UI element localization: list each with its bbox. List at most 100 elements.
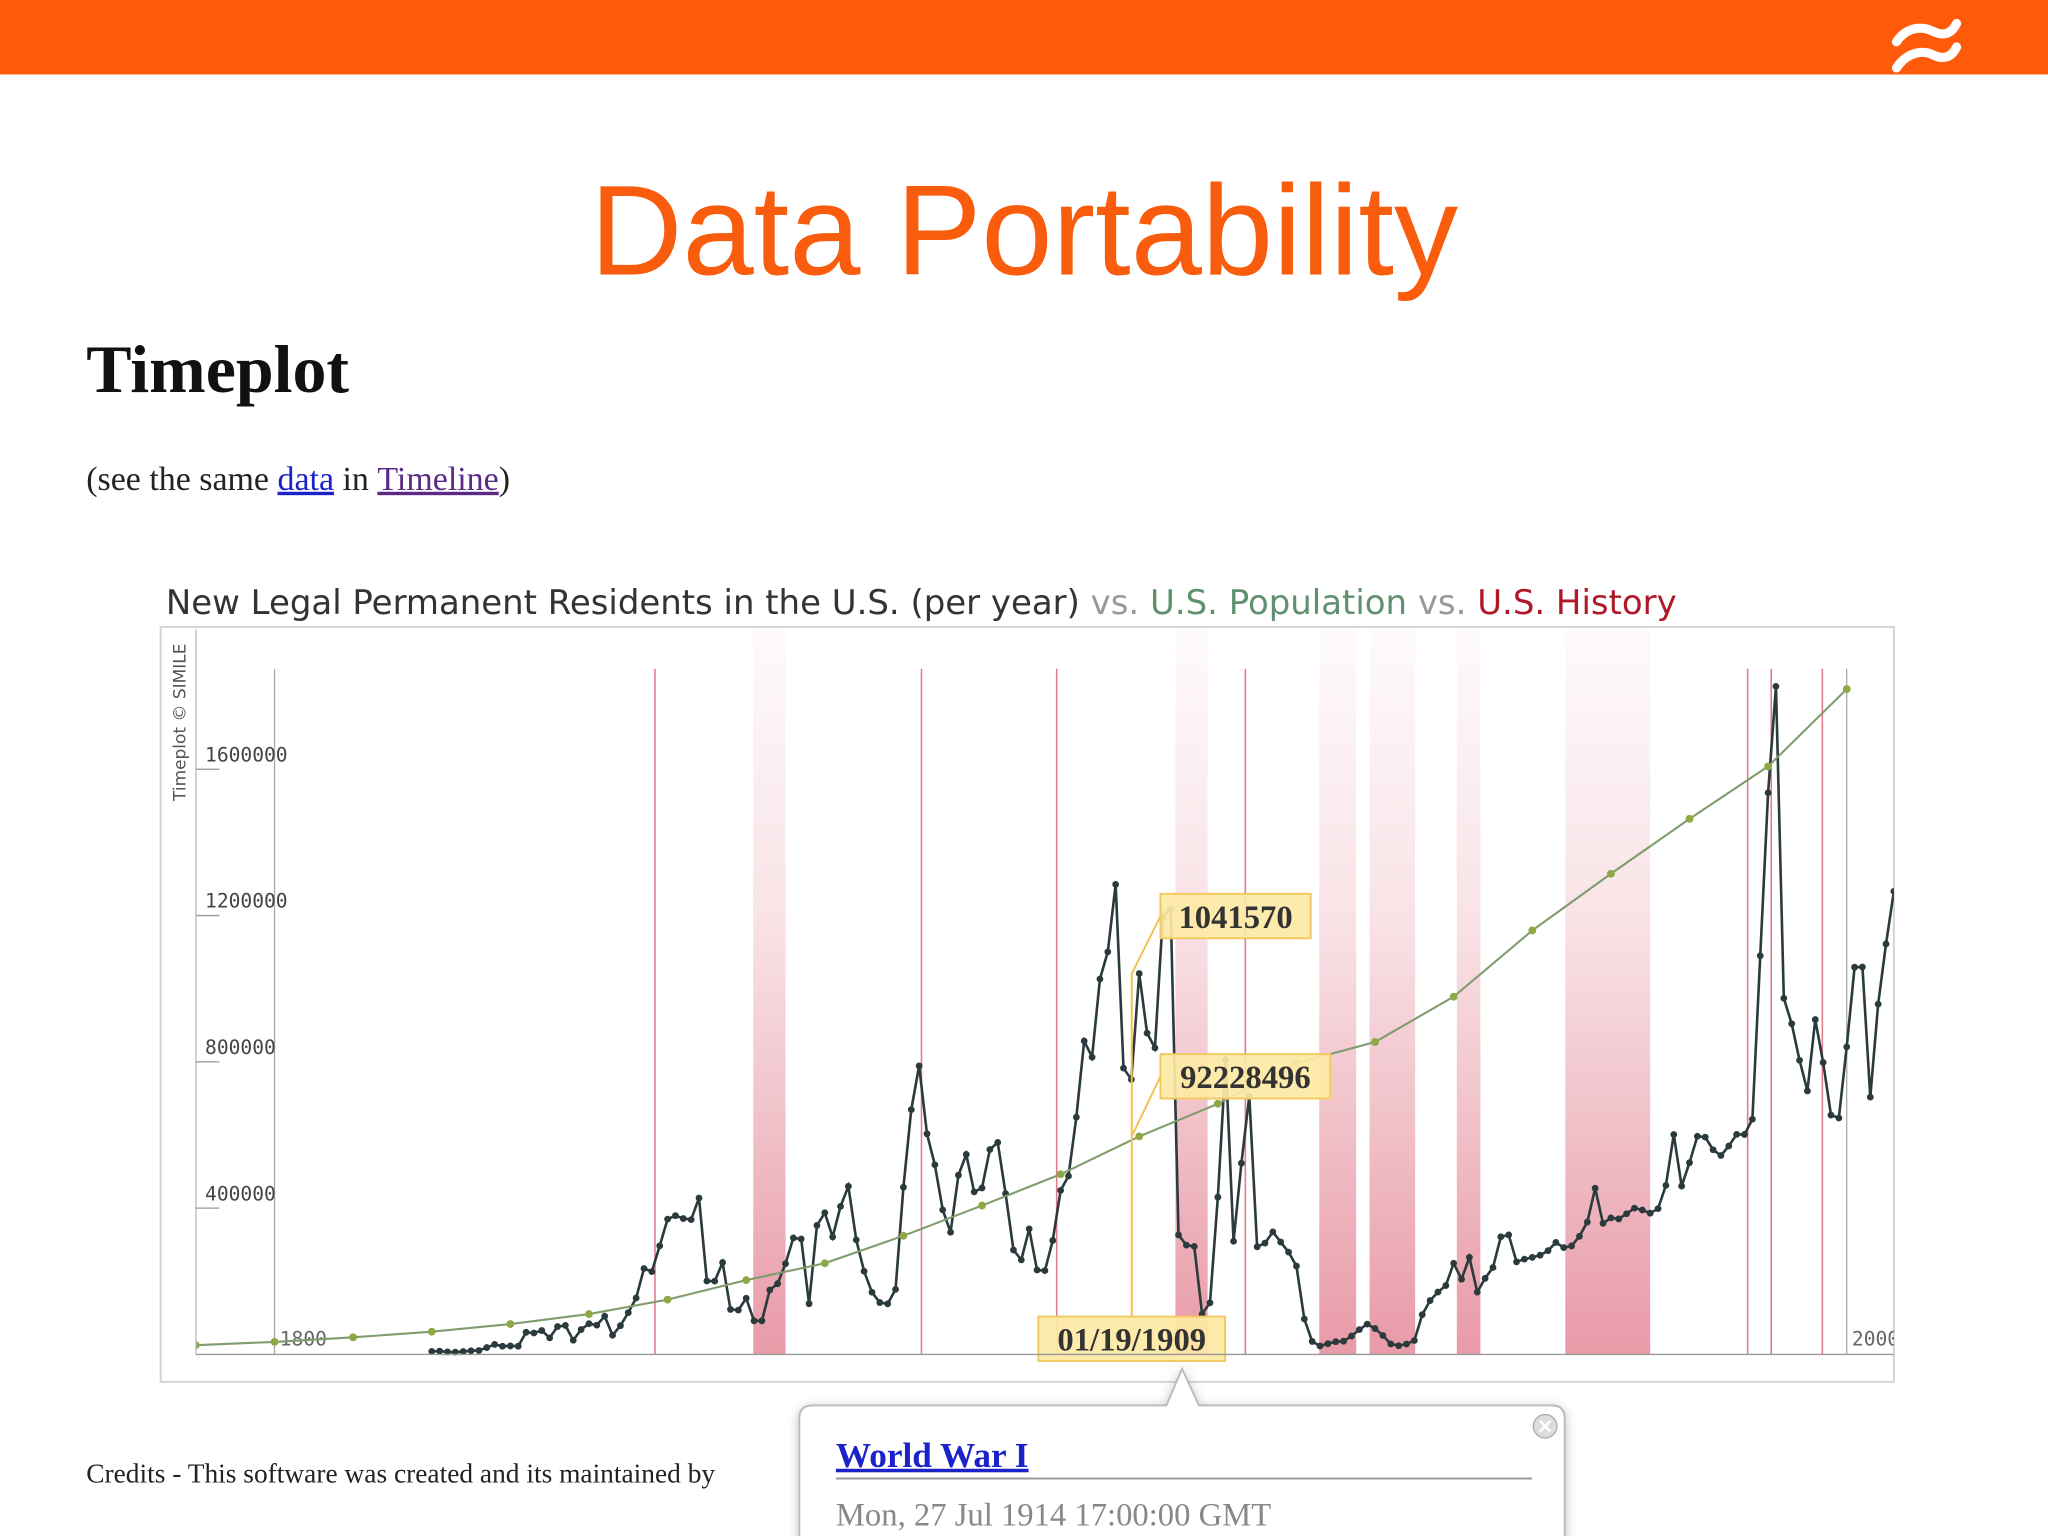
hover-leader xyxy=(1130,1075,1162,1137)
data-point xyxy=(1513,1258,1520,1266)
data-point xyxy=(1088,1053,1096,1061)
data-point xyxy=(884,1300,892,1308)
data-point xyxy=(1096,975,1104,983)
data-point xyxy=(514,1342,522,1350)
data-point xyxy=(483,1344,491,1351)
y-tick-label: 1600000 xyxy=(205,743,288,766)
data-point xyxy=(1465,1253,1473,1261)
data-point xyxy=(1725,1142,1733,1150)
data-point xyxy=(522,1328,530,1336)
data-point xyxy=(1701,1133,1709,1141)
data-point xyxy=(1607,1214,1615,1222)
data-point xyxy=(1017,1256,1025,1264)
data-point xyxy=(1057,1186,1065,1194)
data-point xyxy=(1065,1172,1072,1180)
y-tick-label: 400000 xyxy=(205,1182,276,1205)
event-band xyxy=(1456,629,1481,1355)
data-point xyxy=(1182,1241,1190,1249)
data-point xyxy=(577,1326,585,1333)
event-band xyxy=(1565,629,1651,1355)
data-point xyxy=(1332,1338,1340,1346)
y-tick-label: 800000 xyxy=(205,1036,276,1059)
data-point xyxy=(1473,1288,1481,1296)
data-point xyxy=(1882,940,1890,948)
data-point xyxy=(1418,1311,1426,1319)
data-point xyxy=(1764,789,1772,797)
data-point xyxy=(1080,1037,1088,1045)
data-point xyxy=(491,1341,499,1348)
data-point xyxy=(1056,1170,1065,1179)
data-point xyxy=(1686,1159,1693,1167)
data-point xyxy=(1206,1299,1214,1307)
data-point xyxy=(900,1183,907,1191)
data-point xyxy=(1316,1342,1324,1350)
data-point xyxy=(1780,994,1788,1002)
data-point xyxy=(506,1320,515,1328)
data-point xyxy=(1804,1087,1811,1095)
data-point xyxy=(1748,1115,1756,1123)
data-link[interactable]: data xyxy=(277,461,334,498)
data-point xyxy=(1606,869,1615,878)
data-point xyxy=(427,1327,436,1336)
data-point xyxy=(1859,963,1866,971)
data-point xyxy=(593,1321,601,1329)
data-point xyxy=(821,1209,829,1217)
data-point xyxy=(1552,1239,1560,1246)
data-point xyxy=(459,1348,467,1355)
title-part: U.S. History xyxy=(1477,583,1676,623)
intro-text: ) xyxy=(499,461,510,498)
data-point xyxy=(1521,1255,1528,1263)
data-point xyxy=(554,1323,561,1330)
data-point xyxy=(624,1309,632,1317)
data-point xyxy=(1764,762,1773,771)
data-point xyxy=(1277,1238,1285,1246)
data-point xyxy=(1843,1043,1851,1051)
event-band xyxy=(753,629,786,1355)
data-point xyxy=(994,1139,1002,1146)
data-point xyxy=(986,1146,994,1153)
title-part: U.S. Population xyxy=(1150,583,1407,623)
hover-info: 1041570 92228496 01/19/1909 xyxy=(1037,892,1332,1362)
data-point xyxy=(876,1299,884,1306)
data-point xyxy=(1709,1146,1717,1154)
data-point xyxy=(931,1161,939,1169)
intro: (see the same data in Timeline) xyxy=(86,461,510,498)
data-point xyxy=(1489,1264,1497,1271)
data-point xyxy=(1528,926,1537,935)
title-part: vs. xyxy=(1080,583,1150,623)
data-point xyxy=(703,1277,711,1285)
data-point xyxy=(1678,1182,1686,1190)
popup-date: Mon, 27 Jul 1914 17:00:00 GMT xyxy=(836,1498,1271,1534)
data-point xyxy=(1049,1237,1057,1244)
data-point xyxy=(1662,1181,1670,1189)
top-bar xyxy=(0,0,2048,75)
popup-title[interactable]: World War I xyxy=(836,1436,1029,1475)
data-point xyxy=(1213,1099,1222,1108)
data-point xyxy=(444,1348,451,1356)
logo xyxy=(1891,18,1962,73)
hover-box xyxy=(1037,1315,1227,1362)
data-point xyxy=(1599,1219,1607,1227)
data-point xyxy=(1190,1243,1198,1250)
plot-area: 1800 2000 xyxy=(195,629,1894,1356)
data-point xyxy=(978,1184,986,1192)
data-point xyxy=(1135,1132,1144,1141)
data-point xyxy=(1387,1340,1395,1348)
hover-label: 01/19/1909 xyxy=(1057,1323,1206,1359)
data-point xyxy=(270,1337,279,1346)
data-point xyxy=(687,1216,695,1224)
data-point xyxy=(1583,1218,1591,1226)
data-point xyxy=(1403,1340,1410,1348)
data-point xyxy=(742,1276,751,1285)
data-point xyxy=(892,1286,899,1293)
data-point xyxy=(1890,887,1894,895)
data-point xyxy=(1135,970,1143,977)
data-point xyxy=(1772,682,1780,690)
data-point xyxy=(1505,1231,1513,1239)
data-point xyxy=(1544,1247,1552,1255)
data-point xyxy=(1796,1056,1803,1064)
data-point xyxy=(1874,1000,1882,1008)
timeline-link[interactable]: Timeline xyxy=(377,461,498,498)
data-point xyxy=(820,1259,829,1268)
